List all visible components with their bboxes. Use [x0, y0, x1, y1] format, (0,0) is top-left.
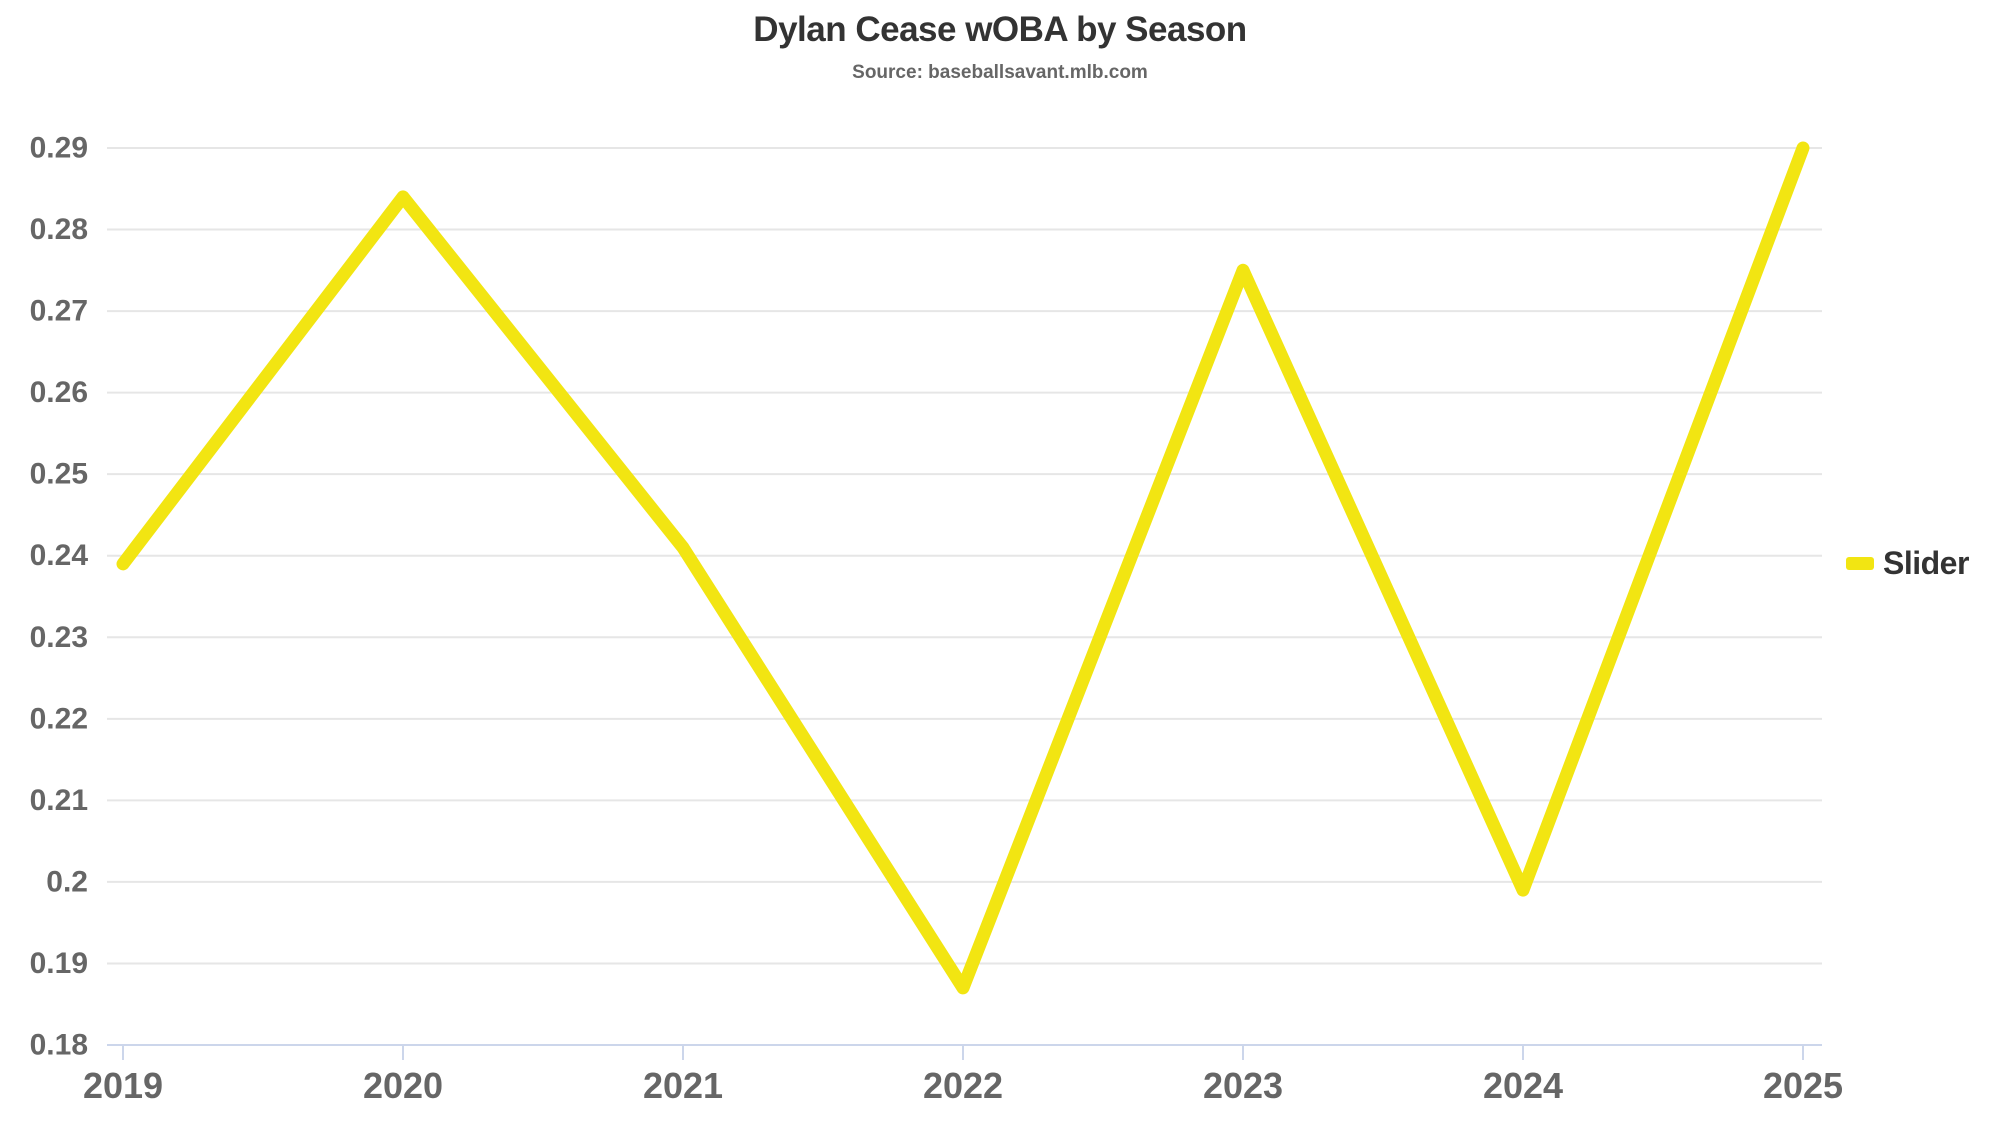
chart-title: Dylan Cease wOBA by Season: [753, 10, 1247, 49]
y-axis-label: 0.21: [30, 784, 88, 817]
y-axis-label: 0.19: [30, 947, 88, 980]
x-axis-label: 2021: [643, 1065, 723, 1106]
legend-item-slider[interactable]: Slider: [1846, 545, 1969, 582]
y-axis-label: 0.29: [30, 132, 88, 165]
x-axis-label: 2024: [1483, 1065, 1563, 1106]
y-axis-label: 0.26: [30, 376, 88, 409]
legend-item-label: Slider: [1883, 545, 1969, 581]
y-axis-label: 0.2: [46, 865, 88, 898]
y-axis-label: 0.28: [30, 213, 88, 246]
chart-subtitle: Source: baseballsavant.mlb.com: [852, 62, 1148, 83]
x-axis-label: 2020: [363, 1065, 443, 1106]
x-axis-label: 2025: [1763, 1065, 1843, 1106]
x-axis-label: 2022: [923, 1065, 1003, 1106]
y-axis-label: 0.25: [30, 458, 88, 491]
y-axis-label: 0.23: [30, 621, 88, 654]
y-axis-label: 0.18: [30, 1029, 88, 1062]
slider-series-swatch-icon: [1846, 557, 1874, 570]
y-axis-label: 0.22: [30, 702, 88, 735]
x-axis-label: 2019: [83, 1065, 163, 1106]
x-axis-label: 2023: [1203, 1065, 1283, 1106]
slider-series-line: [116, 141, 1810, 995]
y-axis-label: 0.24: [30, 539, 89, 572]
y-axis-label: 0.27: [30, 295, 88, 328]
